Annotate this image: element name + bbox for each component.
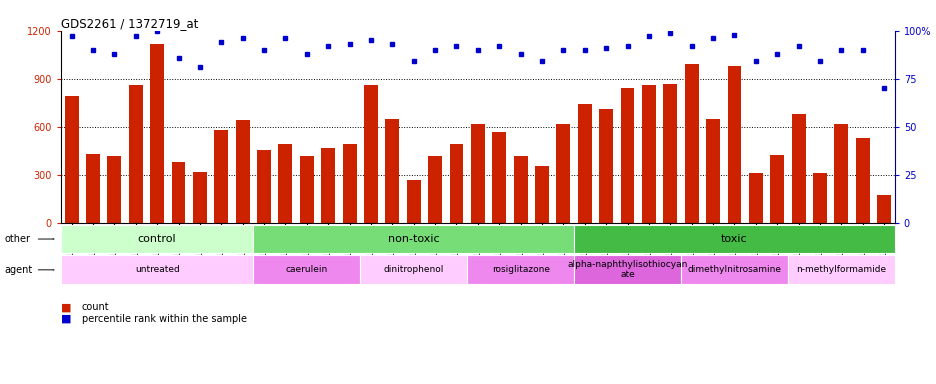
Bar bbox=[150, 43, 164, 223]
Bar bbox=[359, 255, 467, 284]
Bar bbox=[787, 255, 894, 284]
Text: alpha-naphthylisothiocyan
ate: alpha-naphthylisothiocyan ate bbox=[567, 260, 687, 280]
Bar bbox=[834, 124, 847, 223]
Bar bbox=[680, 255, 787, 284]
Bar bbox=[578, 104, 592, 223]
Bar bbox=[684, 65, 698, 223]
Bar bbox=[193, 172, 207, 223]
Bar bbox=[406, 180, 420, 223]
Bar bbox=[706, 119, 719, 223]
Text: ■: ■ bbox=[61, 314, 71, 324]
Text: dimethylnitrosamine: dimethylnitrosamine bbox=[687, 265, 781, 274]
Bar bbox=[86, 154, 100, 223]
Bar bbox=[812, 173, 826, 223]
Bar bbox=[855, 138, 869, 223]
Bar bbox=[491, 132, 505, 223]
Bar bbox=[61, 225, 253, 253]
Bar bbox=[599, 109, 612, 223]
Text: caerulein: caerulein bbox=[285, 265, 328, 274]
Bar bbox=[449, 144, 463, 223]
Bar bbox=[278, 144, 292, 223]
Bar bbox=[385, 119, 399, 223]
Bar bbox=[256, 150, 271, 223]
Bar bbox=[236, 120, 249, 223]
Bar bbox=[663, 84, 677, 223]
Text: n-methylformamide: n-methylformamide bbox=[796, 265, 885, 274]
Bar bbox=[128, 85, 142, 223]
Text: other: other bbox=[5, 234, 31, 244]
Bar bbox=[253, 225, 574, 253]
Bar bbox=[574, 255, 680, 284]
Bar bbox=[467, 255, 574, 284]
Bar bbox=[726, 66, 740, 223]
Text: ■: ■ bbox=[61, 302, 71, 312]
Text: dinitrophenol: dinitrophenol bbox=[383, 265, 444, 274]
Bar bbox=[471, 124, 484, 223]
Bar bbox=[428, 156, 442, 223]
Bar bbox=[108, 156, 121, 223]
Bar bbox=[513, 156, 527, 223]
Bar bbox=[534, 166, 548, 223]
Bar bbox=[641, 85, 655, 223]
Text: GDS2261 / 1372719_at: GDS2261 / 1372719_at bbox=[61, 17, 198, 30]
Bar bbox=[65, 96, 79, 223]
Bar bbox=[343, 144, 356, 223]
Bar bbox=[574, 225, 894, 253]
Bar bbox=[556, 124, 570, 223]
Bar bbox=[620, 88, 634, 223]
Bar bbox=[171, 162, 185, 223]
Bar bbox=[769, 155, 783, 223]
Bar bbox=[300, 156, 314, 223]
Text: rosiglitazone: rosiglitazone bbox=[491, 265, 549, 274]
Bar bbox=[791, 114, 805, 223]
Text: toxic: toxic bbox=[721, 234, 747, 244]
Bar bbox=[748, 173, 762, 223]
Text: untreated: untreated bbox=[135, 265, 180, 274]
Text: control: control bbox=[138, 234, 176, 244]
Text: count: count bbox=[81, 302, 109, 312]
Bar bbox=[253, 255, 359, 284]
Text: non-toxic: non-toxic bbox=[388, 234, 439, 244]
Bar bbox=[363, 85, 377, 223]
Bar bbox=[321, 147, 335, 223]
Text: agent: agent bbox=[5, 265, 33, 275]
Bar bbox=[214, 130, 228, 223]
Bar bbox=[61, 255, 253, 284]
Text: percentile rank within the sample: percentile rank within the sample bbox=[81, 314, 246, 324]
Bar bbox=[876, 195, 890, 223]
